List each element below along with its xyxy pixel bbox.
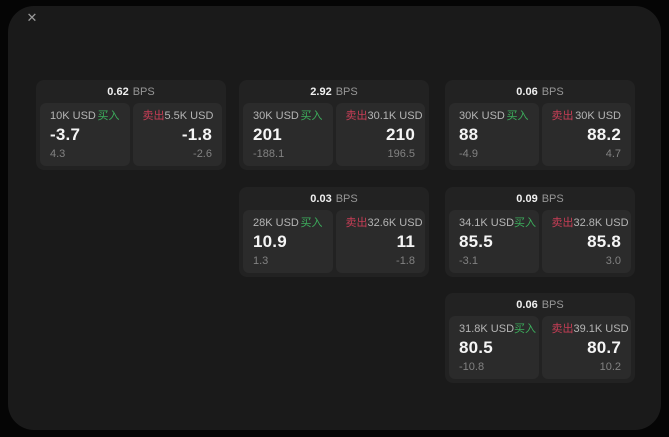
sell-price: 210 [386, 125, 415, 144]
quote-card-body: 10K USD 买入 -3.7 4.3 卖出 5.5K USD -1.8 -2.… [36, 103, 226, 166]
sell-price: 85.8 [587, 232, 621, 251]
buy-delta: -3.1 [459, 255, 478, 267]
spread-value: 0.06 [516, 85, 538, 98]
quote-card-body: 30K USD 买入 201 -188.1 卖出 30.1K USD 210 1… [239, 103, 429, 166]
spread-unit: BPS [132, 85, 155, 98]
quote-card: 0.62 BPS 10K USD 买入 -3.7 4.3 卖出 5.5K USD [36, 80, 226, 170]
spread-unit: BPS [335, 85, 358, 98]
spread-unit: BPS [541, 298, 564, 311]
buy-label: 买入 [300, 110, 323, 122]
sell-delta: 196.5 [387, 148, 415, 160]
spread-unit: BPS [541, 192, 564, 205]
sell-label: 卖出 [551, 217, 574, 229]
spread-value: 0.06 [516, 298, 538, 311]
quote-card: 0.09 BPS 34.1K USD 买入 85.5 -3.1 卖出 32.8K… [445, 187, 635, 277]
sell-size: 39.1K USD [573, 323, 629, 335]
quote-card: 0.03 BPS 28K USD 买入 10.9 1.3 卖出 32.6K US… [239, 187, 429, 277]
buy-label: 买入 [514, 217, 537, 229]
buy-panel[interactable]: 10K USD 买入 -3.7 4.3 [40, 103, 130, 166]
buy-label: 买入 [506, 110, 529, 122]
close-icon[interactable]: ✕ [26, 10, 38, 25]
buy-price: 201 [253, 125, 282, 144]
buy-panel[interactable]: 31.8K USD 买入 80.5 -10.8 [449, 316, 539, 379]
buy-size: 31.8K USD [459, 323, 515, 335]
sell-price: 11 [396, 232, 415, 251]
quote-card: 0.06 BPS 30K USD 买入 88 -4.9 卖出 30K USD [445, 80, 635, 170]
quote-card-body: 30K USD 买入 88 -4.9 卖出 30K USD 88.2 4.7 [445, 103, 635, 166]
spread-value: 0.62 [107, 85, 129, 98]
sell-delta: 4.7 [605, 148, 621, 160]
spread-header: 0.06 BPS [445, 80, 635, 103]
sell-delta: 10.2 [599, 361, 621, 373]
buy-label: 买入 [300, 217, 323, 229]
sell-price: -1.8 [181, 125, 212, 144]
sell-panel[interactable]: 卖出 32.6K USD 11 -1.8 [335, 210, 425, 273]
buy-price: 88 [459, 125, 479, 144]
spread-value: 2.92 [310, 85, 332, 98]
quote-card: 2.92 BPS 30K USD 买入 201 -188.1 卖出 30.1K … [239, 80, 429, 170]
buy-label: 买入 [97, 110, 120, 122]
buy-delta: 1.3 [253, 255, 269, 267]
buy-delta: 4.3 [50, 148, 66, 160]
buy-panel[interactable]: 28K USD 买入 10.9 1.3 [243, 210, 333, 273]
quote-card-body: 28K USD 买入 10.9 1.3 卖出 32.6K USD 11 -1.8 [239, 210, 429, 273]
buy-size: 34.1K USD [459, 217, 515, 229]
buy-panel[interactable]: 30K USD 买入 88 -4.9 [449, 103, 539, 166]
buy-price: 85.5 [459, 232, 493, 251]
spread-value: 0.09 [516, 192, 538, 205]
spread-header: 2.92 BPS [239, 80, 429, 103]
sell-size: 30K USD [575, 110, 621, 122]
buy-size: 30K USD [253, 110, 299, 122]
sell-size: 30.1K USD [367, 110, 423, 122]
buy-delta: -10.8 [459, 361, 485, 373]
quote-card-body: 31.8K USD 买入 80.5 -10.8 卖出 39.1K USD 80.… [445, 316, 635, 379]
quote-card-body: 34.1K USD 买入 85.5 -3.1 卖出 32.8K USD 85.8… [445, 210, 635, 273]
buy-delta: -188.1 [253, 148, 285, 160]
spread-header: 0.09 BPS [445, 187, 635, 210]
spread-header: 0.06 BPS [445, 293, 635, 316]
spread-header: 0.03 BPS [239, 187, 429, 210]
sell-price: 88.2 [587, 125, 621, 144]
buy-size: 10K USD [50, 110, 96, 122]
spread-header: 0.62 BPS [36, 80, 226, 103]
buy-size: 28K USD [253, 217, 299, 229]
sell-label: 卖出 [345, 217, 368, 229]
spread-unit: BPS [541, 85, 564, 98]
buy-panel[interactable]: 34.1K USD 买入 85.5 -3.1 [449, 210, 539, 273]
buy-panel[interactable]: 30K USD 买入 201 -188.1 [243, 103, 333, 166]
buy-price: 80.5 [459, 338, 493, 357]
sell-delta: 3.0 [605, 255, 621, 267]
buy-price: -3.7 [50, 125, 81, 144]
sell-panel[interactable]: 卖出 30.1K USD 210 196.5 [335, 103, 425, 166]
quote-card: 0.06 BPS 31.8K USD 买入 80.5 -10.8 卖出 39.1… [445, 293, 635, 383]
buy-delta: -4.9 [459, 148, 478, 160]
sell-size: 32.8K USD [573, 217, 629, 229]
sell-panel[interactable]: 卖出 39.1K USD 80.7 10.2 [541, 316, 631, 379]
sell-panel[interactable]: 卖出 30K USD 88.2 4.7 [541, 103, 631, 166]
spread-value: 0.03 [310, 192, 332, 205]
quote-board-panel: ✕ 0.62 BPS 10K USD 买入 -3.7 4.3 卖出 [8, 6, 661, 430]
sell-panel[interactable]: 卖出 32.8K USD 85.8 3.0 [541, 210, 631, 273]
sell-size: 5.5K USD [164, 110, 214, 122]
sell-label: 卖出 [551, 323, 574, 335]
buy-label: 买入 [514, 323, 537, 335]
sell-label: 卖出 [551, 110, 574, 122]
sell-panel[interactable]: 卖出 5.5K USD -1.8 -2.6 [132, 103, 222, 166]
sell-label: 卖出 [142, 110, 165, 122]
sell-label: 卖出 [345, 110, 368, 122]
sell-delta: -2.6 [193, 148, 212, 160]
sell-size: 32.6K USD [367, 217, 423, 229]
spread-unit: BPS [335, 192, 358, 205]
sell-price: 80.7 [587, 338, 621, 357]
buy-size: 30K USD [459, 110, 505, 122]
sell-delta: -1.8 [396, 255, 415, 267]
buy-price: 10.9 [253, 232, 287, 251]
